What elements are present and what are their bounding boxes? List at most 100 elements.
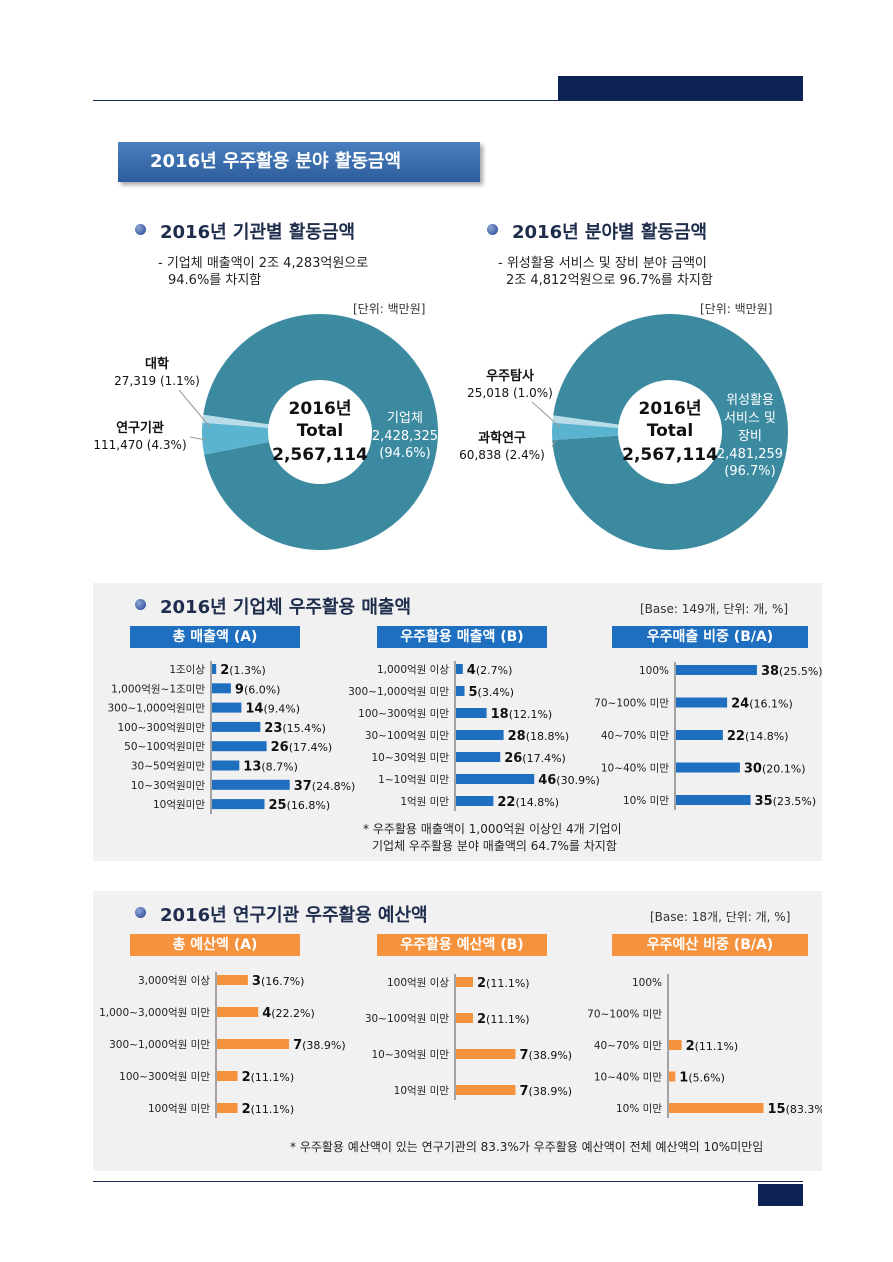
donut-callout-name: 과학연구 bbox=[478, 430, 526, 446]
donut-slice-name: 기업체 bbox=[387, 411, 423, 426]
footer-rule bbox=[93, 1181, 803, 1182]
bar-value-label: 18(12.1%) bbox=[491, 707, 553, 722]
donut-callout-name: 우주탐사 bbox=[486, 368, 534, 384]
bar bbox=[456, 1049, 516, 1059]
bar-value-label: 38(25.5%) bbox=[761, 664, 822, 679]
bar-category-label: 40~70% 미만 bbox=[601, 730, 669, 742]
bar-value-label: 2(11.1%) bbox=[477, 976, 530, 991]
bar-value: 37 bbox=[294, 779, 312, 794]
bar-value-label: 2(11.1%) bbox=[242, 1070, 295, 1085]
bar-value-label: 7(38.9%) bbox=[293, 1038, 346, 1053]
bar bbox=[456, 752, 501, 762]
bar-value-label: 30(20.1%) bbox=[744, 762, 806, 777]
bar-pct: (38.9%) bbox=[529, 1049, 573, 1062]
donut-callout-value: 60,838 (2.4%) bbox=[459, 448, 545, 462]
bar-value-label: 22(14.8%) bbox=[727, 729, 789, 744]
donut-slice-value: 2,481,259 bbox=[717, 447, 783, 462]
bar bbox=[217, 1103, 238, 1113]
bar-pct: (15.4%) bbox=[282, 722, 326, 735]
bar-pct: (11.1%) bbox=[251, 1103, 295, 1116]
header-accent-bar bbox=[558, 76, 803, 100]
donut-slice bbox=[202, 414, 269, 428]
bar-value-label: 1(5.6%) bbox=[679, 1071, 725, 1086]
bar-pct: (11.1%) bbox=[251, 1071, 295, 1084]
bar-category-label: 10~30억원 미만 bbox=[372, 752, 450, 764]
donut-leader-line bbox=[551, 439, 557, 448]
donut-right-note-2: 2조 4,812억원으로 96.7%를 차지함 bbox=[506, 273, 713, 288]
bar-value: 2 bbox=[220, 663, 229, 678]
bar bbox=[212, 760, 240, 771]
bar-pct: (16.1%) bbox=[749, 698, 793, 711]
bar-pct: (16.8%) bbox=[287, 799, 331, 812]
bar-pct: (11.1%) bbox=[486, 977, 530, 990]
bar-value: 38 bbox=[761, 664, 779, 679]
bar-category-label: 10% 미만 bbox=[616, 1103, 662, 1115]
bar-value-label: 2(11.1%) bbox=[477, 1012, 530, 1027]
bar bbox=[669, 1071, 676, 1082]
bar-chart-space-sales: 1,000억원 이상 4(2.7%) 300~1,000억원 미만 5(3.4%) 10… bbox=[348, 661, 600, 811]
bar bbox=[676, 665, 757, 675]
donut-left-note-2: 94.6%를 차지함 bbox=[168, 273, 262, 288]
bar-value-label: 24(16.1%) bbox=[731, 697, 793, 712]
bullet-icon bbox=[487, 224, 498, 235]
bar-value: 26 bbox=[504, 751, 522, 766]
bar-value-label: 26(17.4%) bbox=[504, 751, 566, 766]
bar-pct: (38.9%) bbox=[529, 1085, 573, 1098]
bar bbox=[217, 975, 248, 985]
bar-category-label: 10~40% 미만 bbox=[601, 763, 669, 775]
bar-pct: (11.1%) bbox=[695, 1040, 739, 1053]
donut-callout-name: 대학 bbox=[145, 356, 169, 372]
bar-value-label: 9(6.0%) bbox=[235, 682, 281, 697]
col-title-space-sales-ratio: 우주매출 비중 (B/A) bbox=[612, 626, 808, 648]
bar-value-label: 15(83.3%) bbox=[768, 1102, 823, 1117]
bar-value: 1 bbox=[679, 1071, 688, 1086]
bar-pct: (25.5%) bbox=[779, 665, 822, 678]
bar-value: 9 bbox=[235, 682, 244, 697]
bar bbox=[676, 762, 740, 773]
bar-value-label: 25(16.8%) bbox=[269, 798, 331, 813]
bar-pct: (24.8%) bbox=[312, 780, 356, 793]
bar-value: 2 bbox=[477, 976, 486, 991]
bar bbox=[676, 697, 728, 708]
donut-slice-name: 위성활용 bbox=[726, 393, 774, 408]
bar bbox=[212, 664, 217, 674]
bar-category-label: 10~30억원미만 bbox=[131, 780, 205, 792]
bar bbox=[217, 1039, 290, 1049]
bar-pct: (17.4%) bbox=[522, 752, 566, 765]
donut-right-unit: [단위: 백만원] bbox=[700, 302, 773, 316]
bullet-icon bbox=[135, 599, 146, 610]
bar-value-label: 23(15.4%) bbox=[264, 721, 326, 736]
bar-pct: (1.3%) bbox=[229, 664, 266, 677]
bar bbox=[676, 730, 723, 740]
bar-value: 3 bbox=[252, 974, 261, 989]
donut-callout-value: 27,319 (1.1%) bbox=[114, 374, 200, 388]
bar-value: 23 bbox=[264, 721, 282, 736]
bar-value: 35 bbox=[755, 794, 773, 809]
bar-pct: (12.1%) bbox=[509, 708, 553, 721]
bar-category-label: 300~1,000억원 미만 bbox=[348, 686, 449, 698]
bar-category-label: 300~1,000억원미만 bbox=[107, 703, 205, 715]
bar-value-label: 14(9.4%) bbox=[245, 702, 300, 717]
bar-value: 22 bbox=[497, 795, 515, 810]
donut-center-label: Total bbox=[647, 421, 693, 441]
donut-center-total: 2,567,114 bbox=[272, 445, 368, 465]
donut-left-heading: 2016년 기관별 활동금액 bbox=[160, 222, 356, 243]
bar-category-label: 30~100억원 미만 bbox=[365, 730, 450, 742]
bar bbox=[456, 708, 487, 718]
bar-category-label: 1~10억원 미만 bbox=[378, 774, 449, 786]
bar-category-label: 1,000억원 이상 bbox=[377, 664, 449, 676]
donut-callout-value: 111,470 (4.3%) bbox=[93, 438, 186, 452]
bullet-icon bbox=[135, 907, 146, 918]
bar-value: 26 bbox=[271, 740, 289, 755]
col-title-space-budget-ratio: 우주예산 비중 (B/A) bbox=[612, 934, 808, 956]
bar-chart-space-budget: 100억원 이상 2(11.1%)30~100억원 미만 2(11.1%)10~30… bbox=[365, 974, 573, 1100]
bar-chart-total-sales: 1조이상 2(1.3%) 1,000억원~1조미만 9(6.0%) 300~1,000억… bbox=[107, 661, 356, 815]
donut-center-year: 2016년 bbox=[289, 399, 352, 419]
bar-pct: (30.9%) bbox=[556, 774, 600, 787]
bar-value: 15 bbox=[768, 1102, 786, 1117]
donut-slice-pct: (96.7%) bbox=[724, 464, 775, 479]
bullet-icon bbox=[135, 224, 146, 235]
bar-category-label: 30~100억원 미만 bbox=[365, 1013, 450, 1025]
bar bbox=[456, 730, 504, 740]
bar-pct: (14.8%) bbox=[745, 730, 789, 743]
